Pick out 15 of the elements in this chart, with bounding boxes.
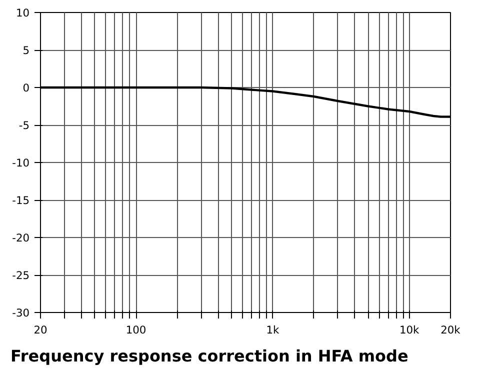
y-tick-label: 5 bbox=[22, 44, 30, 57]
y-tick-label: -5 bbox=[18, 119, 30, 132]
y-tick-label: -20 bbox=[12, 232, 30, 244]
x-tick-label: 1k bbox=[266, 324, 280, 336]
x-tick-label: 20 bbox=[34, 324, 48, 336]
x-tick-label: 10k bbox=[399, 324, 420, 336]
x-tick-label: 20k bbox=[440, 324, 462, 336]
text: Frequency response correction in HFA mode bbox=[10, 346, 408, 366]
y-tick-label: 0 bbox=[22, 82, 30, 94]
x-tick-label: 100 bbox=[126, 324, 146, 336]
y-tick-label: -10 bbox=[12, 156, 30, 170]
y-tick-label: -15 bbox=[12, 194, 30, 207]
y-tick-label: 10 bbox=[16, 6, 30, 20]
y-tick-label: -30 bbox=[12, 306, 30, 320]
y-tick-label: -25 bbox=[12, 269, 30, 282]
